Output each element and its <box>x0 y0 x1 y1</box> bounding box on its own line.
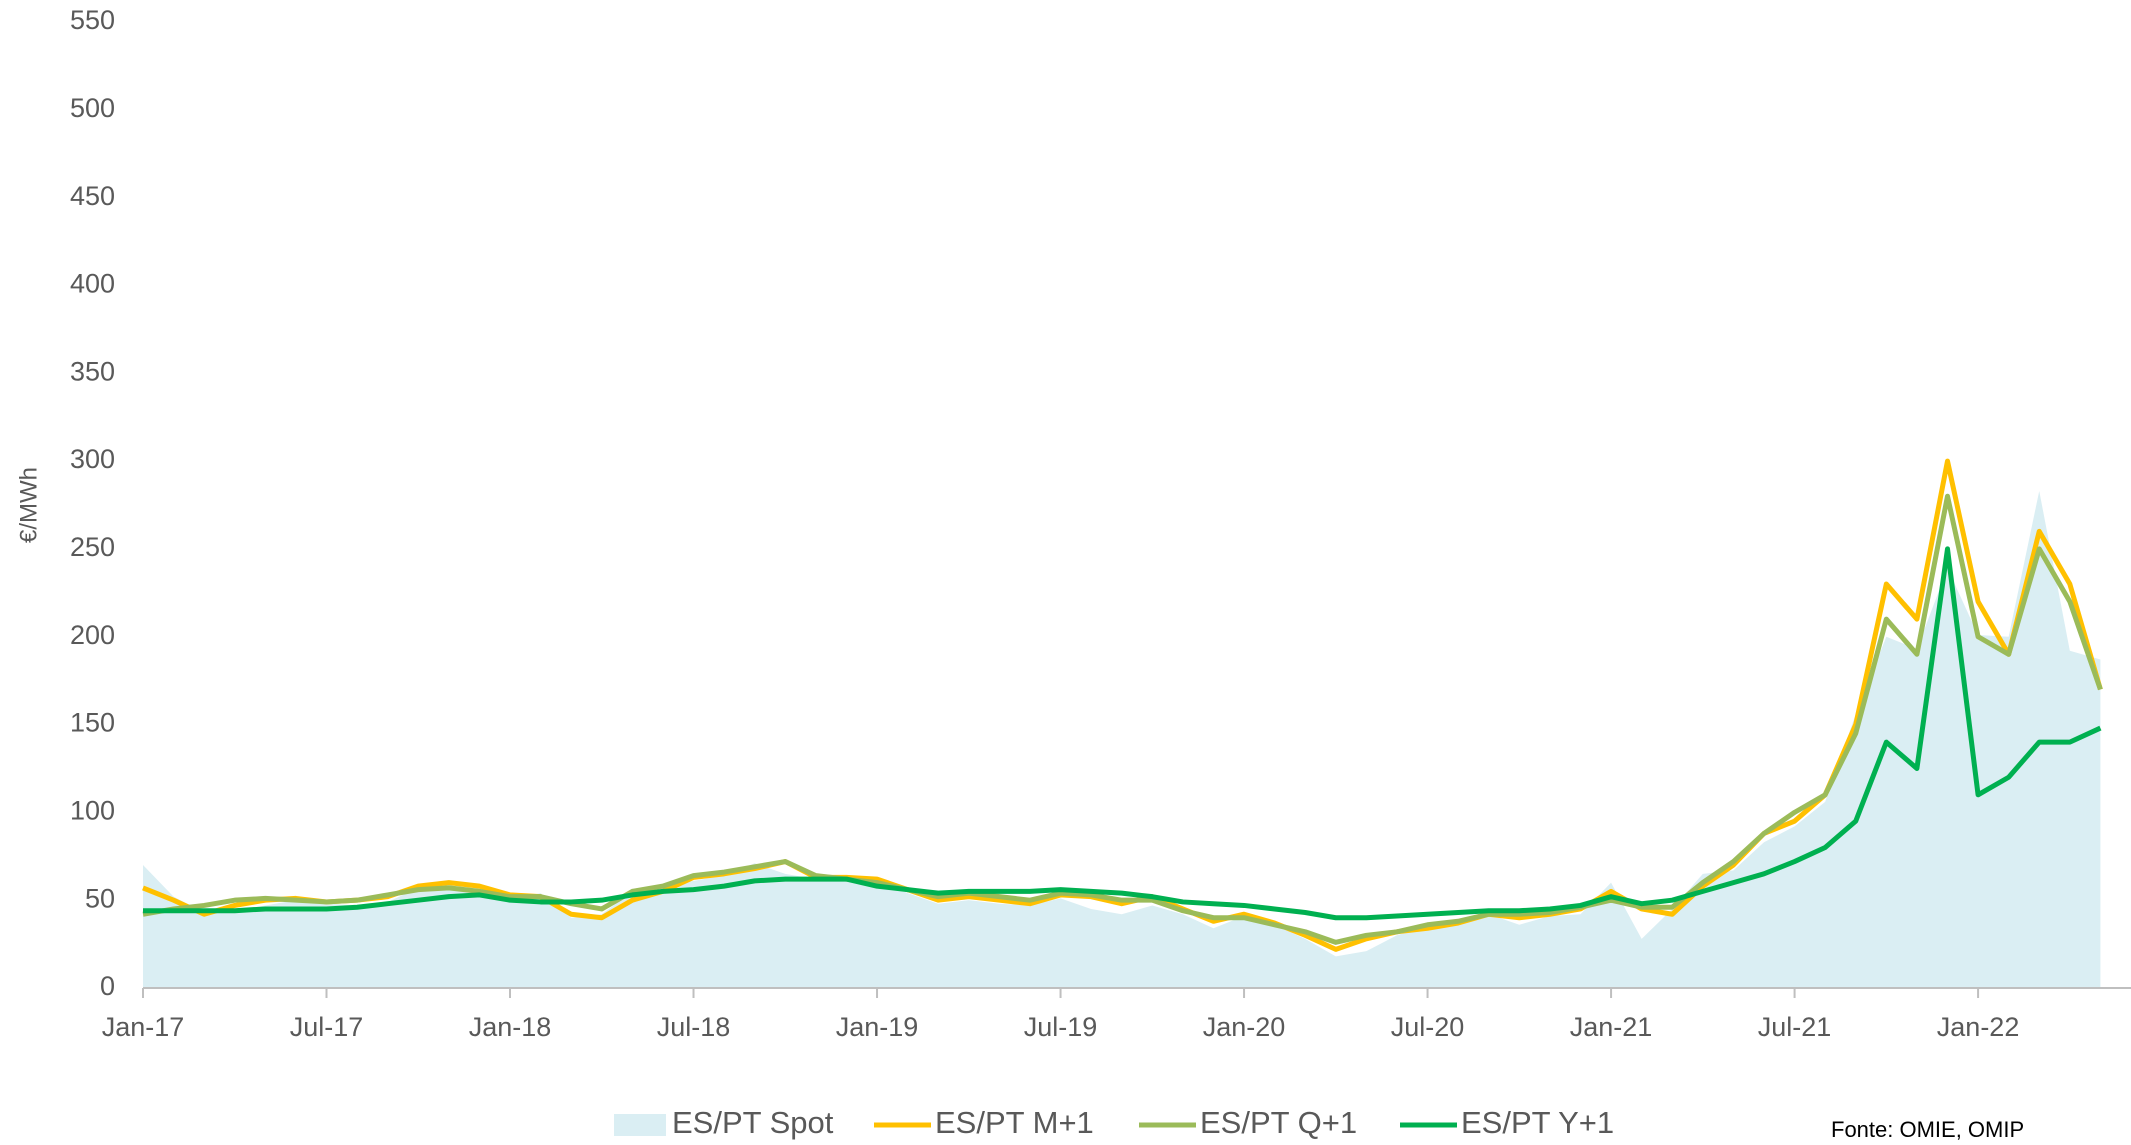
y-tick-label: 200 <box>70 620 115 650</box>
legend-label: ES/PT Q+1 <box>1200 1105 1357 1140</box>
x-tick-label: Jan-18 <box>469 1012 552 1042</box>
x-tick-label: Jul-20 <box>1391 1012 1465 1042</box>
x-tick-label: Jul-19 <box>1024 1012 1098 1042</box>
legend-swatch <box>614 1114 666 1136</box>
y-tick-label: 0 <box>100 971 115 1001</box>
x-tick-label: Jul-21 <box>1758 1012 1832 1042</box>
y-tick-label: 500 <box>70 93 115 123</box>
y-tick-label: 150 <box>70 708 115 738</box>
x-tick-label: Jan-22 <box>1937 1012 2020 1042</box>
x-tick-label: Jul-17 <box>290 1012 364 1042</box>
y-tick-label: 300 <box>70 444 115 474</box>
y-tick-label: 550 <box>70 5 115 35</box>
y-tick-label: 450 <box>70 181 115 211</box>
legend-label: ES/PT Spot <box>672 1105 834 1140</box>
line <box>143 546 2102 921</box>
y-tick-label: 50 <box>85 883 115 913</box>
x-tick-label: Jan-20 <box>1203 1012 1286 1042</box>
x-tick-label: Jan-19 <box>836 1012 919 1042</box>
area <box>143 490 2101 988</box>
legend-label: ES/PT M+1 <box>935 1105 1094 1140</box>
line <box>142 493 2103 945</box>
y-tick-label: 100 <box>70 795 115 825</box>
y-axis-label: €/MWh <box>15 467 42 543</box>
x-tick-label: Jan-21 <box>1570 1012 1653 1042</box>
y-tick-label: 350 <box>70 356 115 386</box>
source: Fonte: OMIE, OMIP <box>1831 1117 2024 1142</box>
y-tick-label: 400 <box>70 269 115 299</box>
x-tick-label: Jan-17 <box>102 1012 185 1042</box>
legend-label: ES/PT Y+1 <box>1461 1105 1614 1140</box>
y-tick-label: 250 <box>70 532 115 562</box>
x-tick-label: Jul-18 <box>657 1012 731 1042</box>
